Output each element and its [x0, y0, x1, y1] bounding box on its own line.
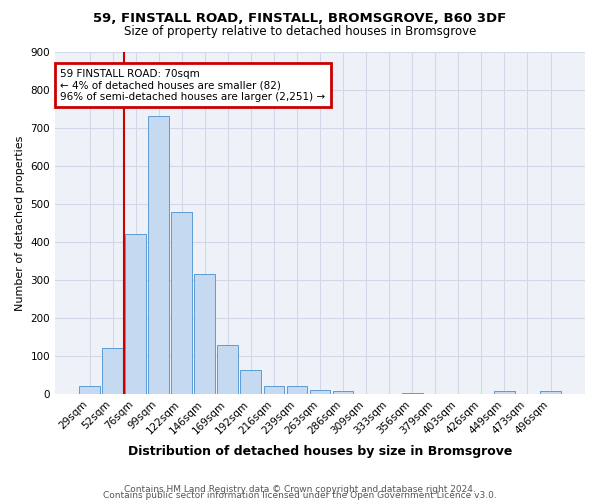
Bar: [332, 392, 353, 394]
Text: Size of property relative to detached houses in Bromsgrove: Size of property relative to detached ho…: [124, 25, 476, 38]
X-axis label: Distribution of detached houses by size in Bromsgrove: Distribution of detached houses by size …: [128, 444, 512, 458]
Text: 59, FINSTALL ROAD, FINSTALL, BROMSGROVE, B60 3DF: 59, FINSTALL ROAD, FINSTALL, BROMSGROVE,…: [94, 12, 506, 26]
Bar: [102, 348, 123, 395]
Bar: [125, 234, 146, 394]
Bar: [79, 386, 100, 394]
Y-axis label: Number of detached properties: Number of detached properties: [15, 136, 25, 310]
Bar: [194, 274, 215, 394]
Bar: [217, 345, 238, 395]
Bar: [241, 370, 261, 394]
Bar: [148, 116, 169, 394]
Bar: [402, 392, 422, 394]
Bar: [263, 386, 284, 394]
Bar: [540, 390, 561, 394]
Text: 59 FINSTALL ROAD: 70sqm
← 4% of detached houses are smaller (82)
96% of semi-det: 59 FINSTALL ROAD: 70sqm ← 4% of detached…: [61, 68, 325, 102]
Bar: [494, 392, 515, 394]
Text: Contains public sector information licensed under the Open Government Licence v3: Contains public sector information licen…: [103, 491, 497, 500]
Text: Contains HM Land Registry data © Crown copyright and database right 2024.: Contains HM Land Registry data © Crown c…: [124, 485, 476, 494]
Bar: [310, 390, 331, 394]
Bar: [287, 386, 307, 394]
Bar: [172, 212, 192, 394]
